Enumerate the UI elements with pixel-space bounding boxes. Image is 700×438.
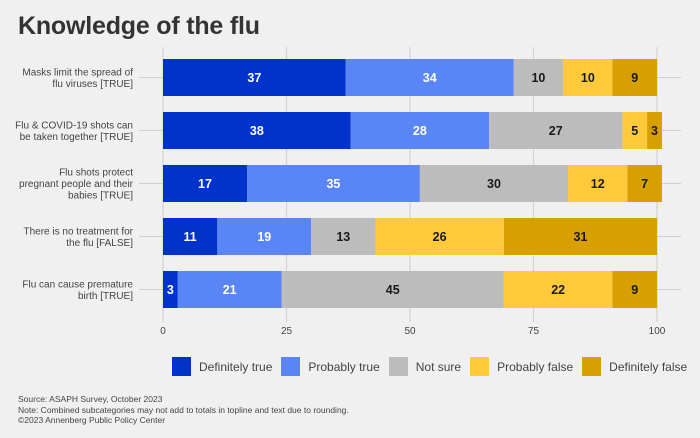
bar-value-label: 9 [631, 71, 638, 85]
legend-item: Not sure [388, 357, 462, 376]
x-tick-label: 100 [649, 326, 666, 337]
bar-value-label: 37 [247, 71, 261, 85]
legend-item: Probably true [281, 357, 380, 376]
legend-label: Definitely true [199, 359, 273, 374]
bar-value-label: 19 [257, 230, 271, 244]
category-label: There is no treatment for the flu [FALSE] [24, 226, 134, 249]
legend-label: Probably false [497, 359, 574, 374]
bar-value-label: 22 [551, 283, 565, 297]
bar-value-label: 10 [531, 71, 545, 85]
category-label: Masks limit the spread of flu viruses [TR… [22, 67, 133, 90]
legend-swatch [470, 357, 490, 376]
legend-label: Not sure [415, 359, 462, 374]
bar-value-label: 45 [386, 283, 400, 297]
bar-value-label: 21 [223, 283, 237, 297]
bar-segment [612, 271, 657, 308]
bar-segment [622, 112, 648, 149]
bar-segment [345, 59, 514, 96]
legend-item: Probably false [470, 357, 573, 376]
chart-legend: Definitely true Probably true Not sure Prob… [172, 357, 696, 376]
legend-swatch [172, 357, 191, 376]
chart-title: Knowledge of the flu [18, 12, 260, 40]
bar-value-label: 31 [573, 230, 587, 244]
bar-value-label: 3 [651, 124, 658, 138]
bar-value-label: 11 [184, 230, 197, 244]
bar-segment [419, 165, 569, 202]
bar-value-label: 3 [167, 283, 174, 297]
legend-swatch [388, 357, 408, 376]
bar-segment [163, 165, 247, 202]
x-tick-label: 75 [528, 326, 540, 337]
bar-segment [281, 271, 504, 308]
bar-segment [563, 59, 613, 96]
bar-segment [503, 271, 613, 308]
bar-segment [647, 112, 662, 149]
bar-value-label: 17 [198, 177, 212, 191]
bar-value-label: 12 [591, 177, 605, 191]
bar-value-label: 9 [631, 283, 638, 297]
rounding-note: Note: Combined subcategories may not add… [18, 404, 349, 415]
x-tick-label: 0 [160, 326, 166, 337]
legend-item: Definitely false [582, 357, 687, 376]
category-label: Flu can cause premature birth [TRUE] [22, 279, 133, 302]
bar-segment [612, 59, 657, 96]
bar-value-label: 13 [336, 230, 350, 244]
bar-segment [163, 59, 346, 96]
legend-label: Definitely false [609, 359, 688, 374]
footer-notes: Source: ASAPH Survey, October 2023 Note:… [18, 394, 349, 426]
bar-value-label: 28 [413, 124, 427, 138]
legend-item: Definitely true [172, 357, 272, 376]
bar-value-label: 27 [549, 124, 563, 138]
bar-segment [489, 112, 623, 149]
legend-swatch [281, 357, 301, 376]
bar-segment [177, 271, 282, 308]
bar-segment [513, 59, 564, 96]
bar-segment [627, 165, 662, 202]
bar-segment [246, 165, 420, 202]
bar-segment [350, 112, 490, 149]
copyright-note: ©2023 Annenberg Public Policy Center [18, 415, 166, 425]
source-note: Source: ASAPH Survey, October 2023 [18, 394, 163, 404]
bar-value-label: 38 [250, 124, 264, 138]
x-tick-label: 50 [404, 326, 416, 337]
bar-segment [217, 218, 312, 255]
bar-value-label: 30 [487, 177, 501, 191]
legend-swatch [582, 357, 602, 376]
bar-value-label: 7 [641, 177, 648, 191]
x-tick-label: 25 [281, 326, 293, 337]
bar-segment [503, 218, 657, 255]
bar-segment [163, 271, 178, 308]
bar-segment [163, 112, 351, 149]
bar-segment [163, 218, 218, 255]
bar-segment [568, 165, 628, 202]
category-label: Flu & COVID-19 shots can be taken togethe… [15, 120, 133, 143]
bar-segment [375, 218, 504, 255]
bar-value-label: 35 [326, 177, 340, 191]
legend-label: Probably true [308, 359, 380, 374]
bar-value-label: 26 [433, 230, 447, 244]
category-label: Flu shots protect pregnant people and the… [19, 168, 134, 202]
bar-segment [311, 218, 376, 255]
bar-value-label: 34 [423, 71, 437, 85]
bar-value-label: 5 [631, 124, 638, 138]
bar-value-label: 10 [581, 71, 595, 85]
